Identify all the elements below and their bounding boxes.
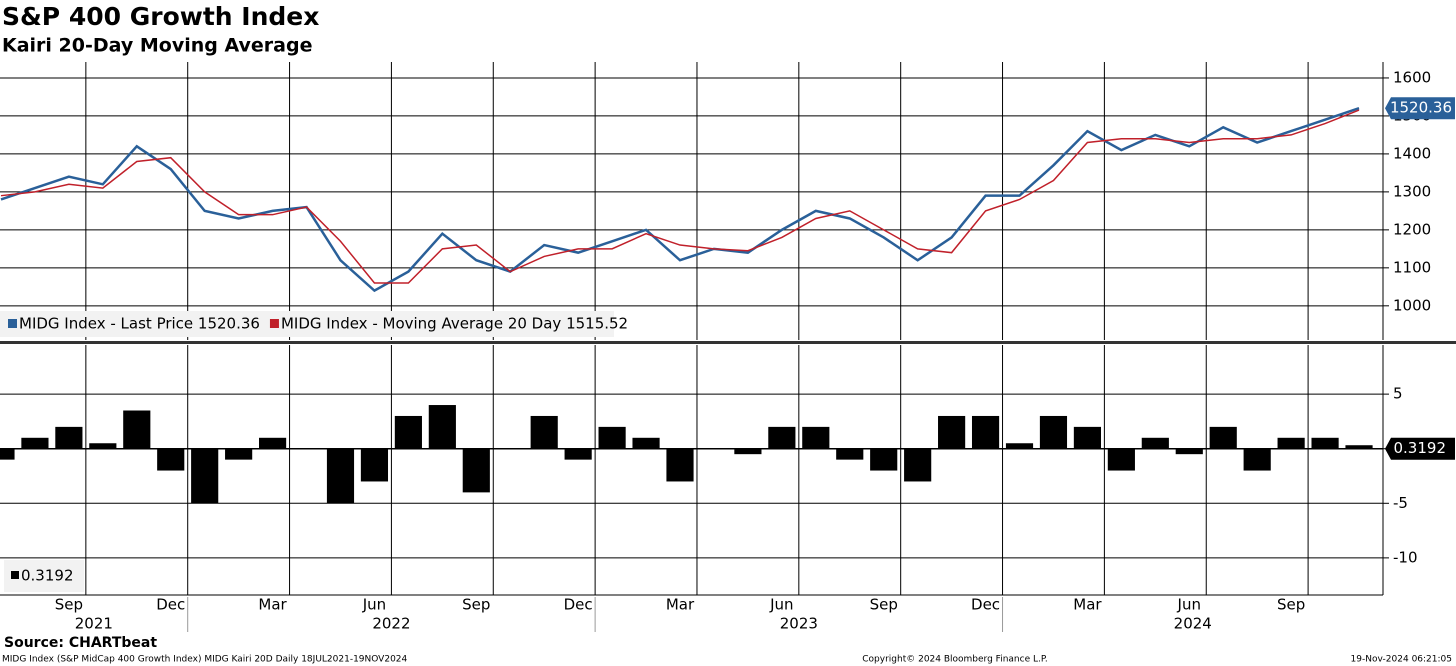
last-value-label: 0.3192 [1394, 439, 1447, 457]
bar [666, 448, 694, 482]
bar [1039, 415, 1068, 449]
bar [326, 448, 355, 504]
bar [1175, 448, 1203, 455]
bar [55, 426, 83, 449]
x-tick-label: Sep [1277, 596, 1305, 614]
bar [1345, 445, 1373, 449]
last-price-label: 1520.36 [1390, 99, 1452, 117]
y-tick-label: -5 [1393, 494, 1408, 512]
year-label: 2022 [372, 615, 410, 633]
bar [768, 426, 796, 449]
footer-left: MIDG Index (S&P MidCap 400 Growth Index)… [2, 655, 408, 665]
bar [734, 448, 762, 455]
bar [1311, 437, 1339, 449]
legend-box [0, 311, 614, 337]
bar [836, 448, 864, 460]
year-label: 2023 [780, 615, 818, 633]
chart-title: S&P 400 Growth Index [2, 2, 319, 31]
y-tick-label: 1200 [1393, 220, 1431, 238]
x-tick-label: Mar [258, 596, 287, 614]
bar [0, 448, 15, 460]
bar [191, 448, 219, 504]
bar [21, 437, 49, 449]
plot-layer: 1000110012001300140015001600MIDG Index -… [0, 62, 1456, 633]
bar [1073, 426, 1101, 449]
bar [564, 448, 592, 460]
x-tick-label: Dec [156, 596, 185, 614]
bar [904, 448, 932, 482]
bar [428, 405, 456, 449]
y-tick-label: 1600 [1393, 68, 1431, 86]
x-tick-label: Jun [769, 596, 793, 614]
y-tick-label: 1300 [1393, 182, 1431, 200]
x-tick-label: Mar [1073, 596, 1102, 614]
y-tick-label: 1400 [1393, 144, 1431, 162]
bar [259, 437, 287, 449]
bar [462, 448, 490, 493]
x-tick-label: Dec [564, 596, 593, 614]
legend-label: MIDG Index - Last Price 1520.36 [19, 315, 260, 333]
year-label: 2024 [1174, 615, 1212, 633]
last-value-badge [1385, 437, 1455, 460]
x-tick-label: Jun [362, 596, 386, 614]
bar [89, 443, 117, 449]
footer-center: Copyright© 2024 Bloomberg Finance L.P. [862, 655, 1047, 665]
bar [1277, 437, 1305, 449]
x-tick-label: Mar [666, 596, 695, 614]
bar [1209, 426, 1237, 449]
legend-label: 0.3192 [21, 567, 74, 585]
y-tick-label: 1100 [1393, 258, 1431, 276]
bar [123, 410, 151, 449]
series-line [0, 107, 1360, 293]
bar [1141, 437, 1169, 449]
x-tick-label: Jun [1177, 596, 1201, 614]
legend-swatch [11, 571, 19, 579]
plot-area [0, 405, 1373, 504]
plot-area [0, 107, 1360, 293]
bar [225, 448, 253, 460]
series-line [0, 109, 1360, 284]
x-tick-label: Sep [462, 596, 490, 614]
bar [938, 415, 966, 449]
legend-swatch [269, 319, 279, 328]
source: Source: CHARTbeat [4, 635, 157, 651]
footer-right: 19-Nov-2024 06:21:05 [1351, 655, 1452, 665]
bar [157, 448, 185, 471]
chart-subtitle: Kairi 20-Day Moving Average [2, 35, 312, 57]
last-price-badge [1385, 97, 1455, 120]
y-tick-label: -10 [1393, 548, 1418, 566]
x-tick-label: Sep [870, 596, 898, 614]
bar [1005, 443, 1034, 449]
bar [802, 426, 830, 449]
bar [870, 448, 898, 471]
bar [598, 426, 626, 449]
legend-label: MIDG Index - Moving Average 20 Day 1515.… [281, 315, 628, 333]
x-tick-label: Dec [971, 596, 1000, 614]
bar [1107, 448, 1135, 471]
x-tick-label: Sep [55, 596, 83, 614]
bar [971, 415, 1000, 449]
bar [360, 448, 389, 482]
y-tick-label: 5 [1393, 385, 1403, 403]
bar [394, 415, 422, 449]
bar [1243, 448, 1271, 471]
y-tick-label: 1000 [1393, 296, 1431, 314]
legend-swatch [8, 319, 17, 328]
bar [530, 415, 558, 449]
year-label: 2021 [75, 615, 113, 633]
bar [632, 437, 660, 449]
